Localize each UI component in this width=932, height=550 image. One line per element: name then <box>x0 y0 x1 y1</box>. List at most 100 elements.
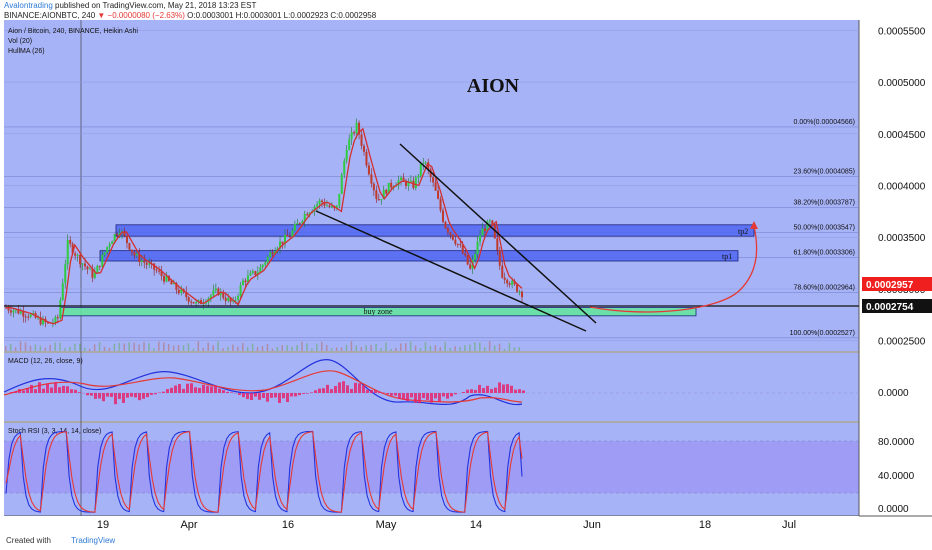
macd-histogram-bar <box>434 393 437 399</box>
macd-histogram-bar <box>514 389 517 393</box>
candle-body <box>7 307 10 311</box>
candle-body <box>249 272 252 276</box>
macd-histogram-bar <box>310 392 313 393</box>
candle-body <box>459 244 462 246</box>
macd-histogram-bar <box>46 383 49 393</box>
macd-panel <box>4 353 859 421</box>
macd-histogram-bar <box>390 393 393 396</box>
candle-body <box>461 245 464 254</box>
candle-body <box>397 179 400 186</box>
candle-body <box>118 233 121 236</box>
candle-body <box>197 300 200 302</box>
volume-bar <box>330 348 333 351</box>
symbol-info: BINANCE:AIONBTC, 240 ▼ −0.0000080 (−2.63… <box>4 11 376 20</box>
volume-bar <box>29 345 32 351</box>
volume-bar <box>5 346 7 351</box>
candle-body <box>446 228 449 233</box>
trend-line-upper[interactable] <box>399 143 597 324</box>
macd-histogram-bar <box>274 393 277 398</box>
legend-vol: Vol (20) <box>8 38 32 45</box>
footer: Created with TradingView <box>6 536 115 545</box>
macd-histogram-bar <box>50 387 53 393</box>
candle-body <box>172 282 175 285</box>
macd-histogram-bar <box>146 393 149 398</box>
macd-histogram-bar <box>482 388 485 393</box>
volume-bar <box>49 344 51 351</box>
target-zone[interactable] <box>115 224 755 237</box>
volume-bar <box>301 341 303 351</box>
macd-histogram-bar <box>278 393 281 403</box>
candle-body <box>81 263 84 265</box>
candle-body <box>266 256 269 263</box>
fib-level-label: 50.00%(0.0003547) <box>794 224 856 231</box>
volume-bar <box>296 345 298 351</box>
candle-body <box>180 289 183 294</box>
candle-body <box>488 220 491 222</box>
macd-histogram-bar <box>306 393 309 394</box>
candle-body <box>74 253 77 256</box>
volume-bar <box>212 345 214 351</box>
macd-histogram-bar <box>370 389 373 393</box>
candle-body <box>377 199 380 201</box>
macd-histogram-bar <box>214 385 217 393</box>
candle-body <box>279 241 282 249</box>
macd-histogram-bar <box>118 393 121 399</box>
macd-histogram-bar <box>366 389 369 393</box>
macd-histogram-bar <box>490 389 493 393</box>
chart-canvas[interactable]: 0.00%(0.00004566) 23.60%(0.0004085) 38.20%… <box>0 0 932 532</box>
macd-histogram-bar <box>402 393 405 400</box>
time-tick-label: 19 <box>97 519 109 531</box>
macd-zero-tick: 0.0000 <box>878 388 909 399</box>
volume-bar <box>24 342 27 351</box>
zone-label: tp1 <box>722 252 732 261</box>
volume-bar <box>370 344 372 351</box>
volume-bar <box>434 345 437 351</box>
candle-body <box>469 264 472 269</box>
macd-histogram-bar <box>154 393 157 395</box>
candle-body <box>456 243 459 245</box>
macd-histogram-bar <box>194 387 197 393</box>
candle-body <box>19 311 22 314</box>
volume-bar <box>118 342 121 351</box>
volume-bar <box>488 341 491 351</box>
volume-bar <box>227 346 229 351</box>
candle-body <box>516 284 519 292</box>
candle-body <box>239 285 242 296</box>
macd-histogram-bar <box>438 393 441 402</box>
macd-histogram-bar <box>242 393 245 398</box>
volume-bar <box>311 348 313 351</box>
candle-body <box>59 299 62 319</box>
candle-body <box>229 297 232 302</box>
volume-bar <box>474 342 476 351</box>
candle-body <box>348 139 351 150</box>
candle-body <box>187 297 190 302</box>
trend-line-lower[interactable] <box>315 210 587 332</box>
candle-body <box>254 271 257 275</box>
candle-body <box>212 290 215 296</box>
candle-body <box>298 223 301 225</box>
volume-bar <box>414 345 417 351</box>
volume-bar <box>143 342 145 351</box>
footer-brand[interactable]: TradingView <box>71 536 116 545</box>
macd-histogram-bar <box>358 383 361 393</box>
candle-body <box>283 234 286 244</box>
candle-body <box>22 311 25 317</box>
time-tick-label: 18 <box>699 519 711 531</box>
candle-body <box>140 260 143 263</box>
target-zone[interactable] <box>99 250 739 262</box>
macd-histogram-bar <box>318 388 321 393</box>
macd-histogram-bar <box>334 385 337 393</box>
volume-bar <box>88 348 91 351</box>
volume-bar <box>54 342 56 351</box>
candle-body <box>56 317 59 319</box>
macd-histogram-bar <box>262 393 265 398</box>
candle-body <box>269 252 272 257</box>
candle-body <box>155 269 158 271</box>
author-link[interactable]: Avalontrading <box>4 1 53 10</box>
macd-histogram-bar <box>222 390 225 393</box>
macd-histogram-bar <box>138 393 141 401</box>
macd-histogram-bar <box>510 385 513 393</box>
macd-histogram-bar <box>58 387 61 393</box>
volume-bar <box>350 341 353 351</box>
macd-histogram-bar <box>454 393 457 395</box>
